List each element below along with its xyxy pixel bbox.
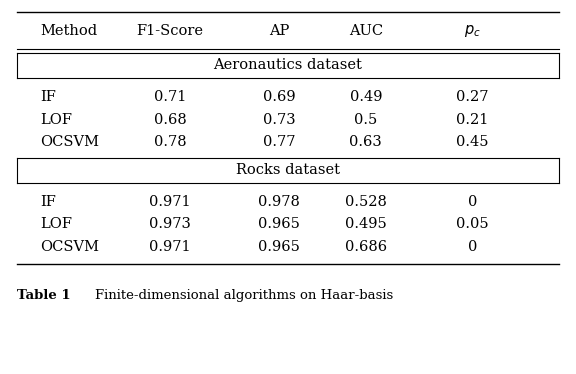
Text: 0.78: 0.78: [154, 135, 186, 149]
Text: Rocks dataset: Rocks dataset: [236, 163, 340, 177]
Text: 0.528: 0.528: [345, 195, 386, 209]
Text: 0.686: 0.686: [344, 240, 387, 254]
Text: Table 1: Table 1: [17, 289, 71, 302]
Text: 0.27: 0.27: [456, 90, 488, 104]
Text: 0.45: 0.45: [456, 135, 488, 149]
Text: 0.965: 0.965: [259, 240, 300, 254]
Text: 0.495: 0.495: [345, 217, 386, 232]
Text: Finite-dimensional algorithms on Haar-basis: Finite-dimensional algorithms on Haar-ba…: [95, 289, 393, 302]
Text: 0.71: 0.71: [154, 90, 186, 104]
Text: 0.5: 0.5: [354, 113, 377, 127]
Text: 0.63: 0.63: [350, 135, 382, 149]
Text: 0.69: 0.69: [263, 90, 295, 104]
Text: 0.973: 0.973: [149, 217, 191, 232]
Text: 0.05: 0.05: [456, 217, 488, 232]
Text: 0.971: 0.971: [149, 195, 191, 209]
Text: 0.73: 0.73: [263, 113, 295, 127]
Text: 0.77: 0.77: [263, 135, 295, 149]
Text: LOF: LOF: [40, 113, 73, 127]
Text: Method: Method: [40, 24, 97, 38]
Text: AUC: AUC: [348, 24, 383, 38]
Text: IF: IF: [40, 195, 56, 209]
Text: 0.965: 0.965: [259, 217, 300, 232]
Text: 0.971: 0.971: [149, 240, 191, 254]
Text: OCSVM: OCSVM: [40, 240, 99, 254]
Text: OCSVM: OCSVM: [40, 135, 99, 149]
Text: 0: 0: [468, 240, 477, 254]
Text: 0: 0: [468, 195, 477, 209]
Text: 0.978: 0.978: [259, 195, 300, 209]
Text: IF: IF: [40, 90, 56, 104]
Text: F1-Score: F1-Score: [137, 24, 203, 38]
Text: $p_c$: $p_c$: [464, 23, 481, 39]
Text: 0.21: 0.21: [456, 113, 488, 127]
Text: 0.49: 0.49: [350, 90, 382, 104]
Text: AP: AP: [269, 24, 290, 38]
Text: Aeronautics dataset: Aeronautics dataset: [214, 58, 362, 73]
Text: 0.68: 0.68: [154, 113, 186, 127]
Text: LOF: LOF: [40, 217, 73, 232]
